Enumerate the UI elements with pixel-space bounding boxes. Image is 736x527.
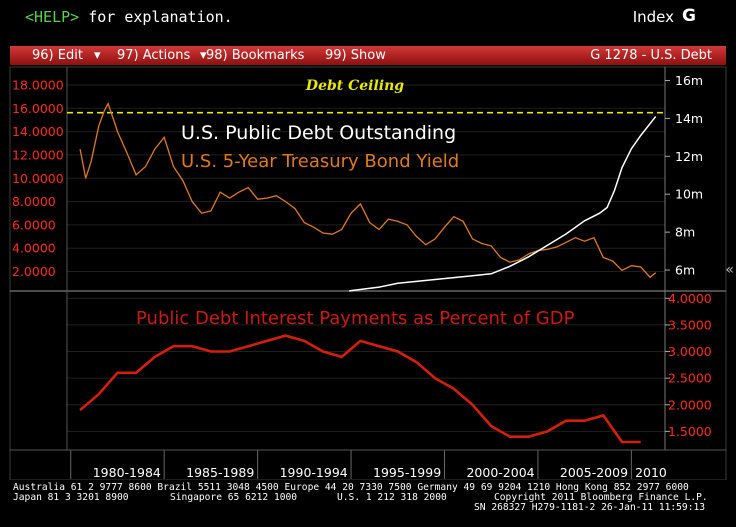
menu-edit[interactable]: 96) Edit bbox=[32, 48, 83, 63]
collapse-panel-icon[interactable]: « bbox=[725, 262, 734, 278]
lower-tick-label: 1.5000 bbox=[668, 424, 712, 439]
lower-tick-label: 3.5000 bbox=[668, 317, 712, 332]
footer-line-1: Australia 61 2 9777 8600 Brazil 5511 304… bbox=[13, 482, 689, 493]
menu-bookmarks[interactable]: 98) Bookmarks bbox=[206, 48, 305, 63]
left-tick-label: 18.0000 bbox=[12, 77, 64, 92]
lower-tick-label: 2.5000 bbox=[668, 371, 712, 386]
left-tick-label: 16.0000 bbox=[12, 101, 64, 116]
right-tick-label: 10m bbox=[675, 187, 703, 202]
footer-contacts: Australia 61 2 9777 8600 Brazil 5511 304… bbox=[0, 482, 736, 527]
lower-grid bbox=[67, 297, 665, 432]
left-tick-label: 2.0000 bbox=[12, 264, 56, 279]
x-tick-label: 2005-2009 bbox=[560, 465, 628, 480]
function-g-icon: G bbox=[682, 6, 696, 26]
x-tick-label: 1995-1999 bbox=[373, 465, 441, 480]
left-tick-label: 6.0000 bbox=[12, 217, 56, 232]
left-tick-label: 12.0000 bbox=[12, 147, 64, 162]
x-tick-label: 1980-1984 bbox=[93, 465, 161, 480]
yield-series-line bbox=[79, 101, 657, 279]
menu-actions[interactable]: 97) Actions bbox=[117, 48, 191, 63]
chart-frame bbox=[9, 66, 727, 481]
title-yield: U.S. 5-Year Treasury Bond Yield bbox=[181, 151, 459, 172]
menu-actions-dropdown-icon[interactable]: ▾ bbox=[200, 48, 207, 63]
right-tick-label: 14m bbox=[675, 111, 703, 126]
chart-area: 2.0000 4.0000 6.0000 8.0000 10.0000 12.0000 14… bbox=[0, 65, 736, 481]
menu-edit-dropdown-icon[interactable]: ▾ bbox=[94, 48, 101, 63]
lower-axis-ticks: 1.5000 2.0000 2.5000 3.0000 3.5000 4.0000 bbox=[665, 291, 712, 439]
footer-session: SN 268327 H279-1181-2 26-Jan-11 11:59:13 bbox=[474, 502, 706, 513]
footer-japan: Japan 81 3 3201 8900 bbox=[13, 492, 129, 503]
upper-grid bbox=[67, 84, 665, 273]
interest-series-line bbox=[79, 334, 641, 444]
screen-id: G 1278 - U.S. Debt bbox=[590, 48, 712, 63]
help-hint: <HELP> for explanation. bbox=[25, 8, 233, 26]
lower-tick-label: 4.0000 bbox=[668, 291, 712, 306]
right-tick-label: 16m bbox=[675, 73, 703, 88]
right-tick-label: 6m bbox=[675, 263, 695, 278]
x-axis-ticks: 1980-1984 1985-1989 1990-1994 1995-1999 2000… bbox=[10, 449, 726, 480]
left-tick-label: 4.0000 bbox=[12, 241, 56, 256]
left-tick-label: 14.0000 bbox=[12, 124, 64, 139]
left-tick-label: 8.0000 bbox=[12, 194, 56, 209]
x-tick-label: 2000-2004 bbox=[466, 465, 534, 480]
left-axis-ticks: 2.0000 4.0000 6.0000 8.0000 10.0000 12.0000 14… bbox=[12, 77, 64, 279]
footer-us: U.S. 1 212 318 2000 bbox=[337, 492, 447, 503]
help-key[interactable]: <HELP> bbox=[25, 8, 80, 26]
right-axis-ticks: 6m 8m 10m 12m 14m 16m bbox=[665, 73, 703, 278]
lower-tick-label: 2.0000 bbox=[668, 397, 712, 412]
x-tick-label: 1985-1989 bbox=[186, 465, 254, 480]
footer-copyright: Copyright 2011 Bloomberg Finance L.P. bbox=[494, 492, 708, 503]
lower-tick-label: 3.0000 bbox=[668, 344, 712, 359]
footer-singapore: Singapore 65 6212 1000 bbox=[170, 492, 298, 503]
help-text: for explanation. bbox=[88, 8, 233, 26]
debt-series-line bbox=[349, 116, 657, 292]
left-tick-label: 10.0000 bbox=[12, 171, 64, 186]
menu-show[interactable]: 99) Show bbox=[325, 48, 386, 63]
right-tick-label: 8m bbox=[675, 225, 695, 240]
title-debt: U.S. Public Debt Outstanding bbox=[181, 122, 456, 144]
menu-bar: 96) Edit ▾ 97) Actions ▾ 98) Bookmarks 9… bbox=[10, 46, 726, 65]
debt-ceiling-label: Debt Ceiling bbox=[305, 78, 404, 94]
x-tick-label: 1990-1994 bbox=[280, 465, 348, 480]
x-tick-label: 2010 bbox=[635, 465, 667, 480]
right-tick-label: 12m bbox=[675, 149, 703, 164]
index-label: Index bbox=[632, 8, 674, 26]
title-interest: Public Debt Interest Payments as Percent… bbox=[136, 308, 575, 329]
chart-svg: 2.0000 4.0000 6.0000 8.0000 10.0000 12.0000 14… bbox=[9, 66, 727, 481]
command-bar: <HELP> for explanation. Index G bbox=[0, 0, 736, 38]
